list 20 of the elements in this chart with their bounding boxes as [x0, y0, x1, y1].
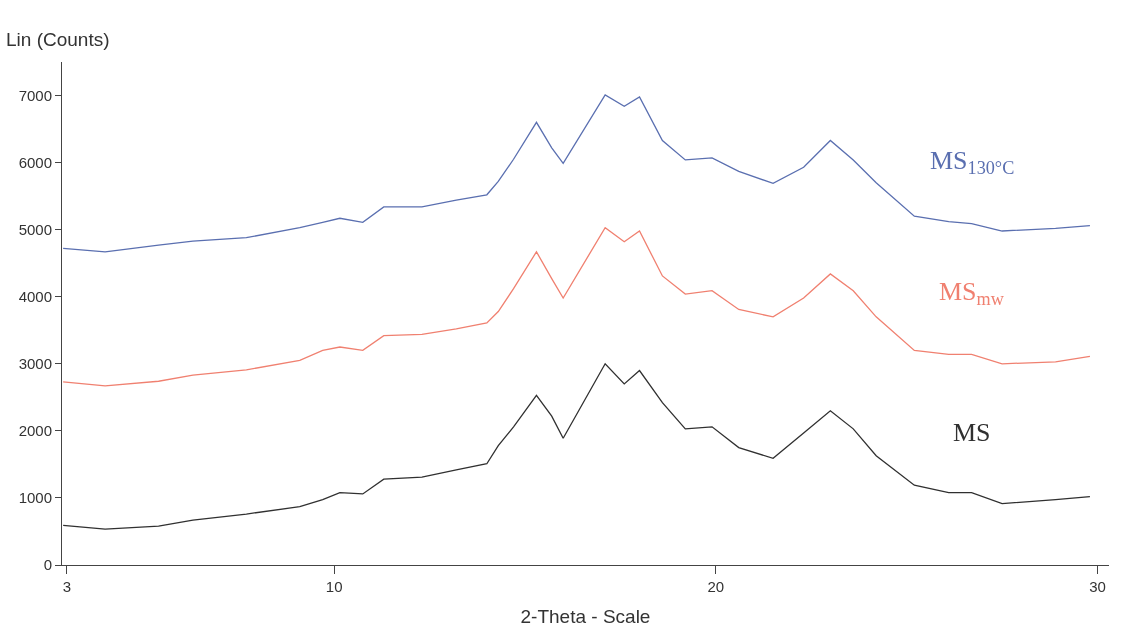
y-axis-title: Lin (Counts) — [6, 29, 110, 50]
x-tick-label: 20 — [707, 578, 725, 595]
y-tick-label: 1000 — [18, 489, 52, 507]
y-tick-label: 4000 — [18, 287, 52, 305]
line-series — [62, 227, 1091, 387]
x-tick-label: 30 — [1089, 578, 1106, 595]
y-tick-label: 2000 — [18, 422, 52, 440]
y-tick-label: 3000 — [18, 355, 52, 373]
x-tick-label: 10 — [325, 578, 343, 595]
series-label: MS$_{130°C}$ — [930, 146, 1015, 179]
series-label: MS$_{mw}$ — [939, 277, 1005, 310]
series-label: MS — [953, 418, 991, 447]
x-tick-label: 3 — [62, 578, 72, 595]
y-tick-label: 0 — [43, 556, 52, 574]
line-series — [62, 94, 1091, 253]
y-tick-label: 7000 — [18, 86, 52, 104]
line-series — [62, 363, 1091, 530]
x-axis-title: 2-Theta - Scale — [520, 605, 651, 627]
y-tick-label: 5000 — [18, 220, 52, 238]
y-tick-label: 6000 — [18, 153, 52, 171]
